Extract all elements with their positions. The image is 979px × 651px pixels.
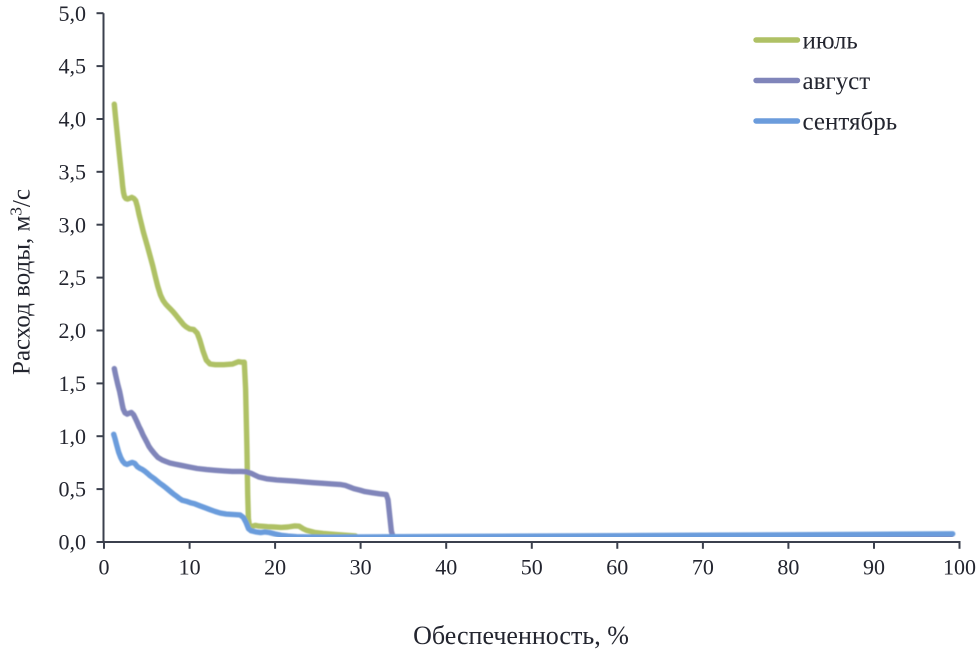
svg-text:1,0: 1,0	[59, 424, 87, 449]
svg-text:5,0: 5,0	[59, 1, 87, 26]
svg-text:4,0: 4,0	[59, 107, 87, 132]
svg-text:Обеспеченность, %: Обеспеченность, %	[413, 621, 629, 650]
svg-text:60: 60	[606, 555, 628, 580]
svg-text:сентябрь: сентябрь	[803, 108, 898, 135]
svg-text:90: 90	[863, 555, 885, 580]
svg-text:0,5: 0,5	[59, 477, 87, 502]
svg-text:50: 50	[521, 555, 543, 580]
svg-text:0,0: 0,0	[59, 530, 87, 555]
svg-text:40: 40	[435, 555, 457, 580]
svg-text:июль: июль	[803, 27, 858, 54]
svg-text:2,0: 2,0	[59, 318, 87, 343]
svg-text:август: август	[803, 68, 871, 95]
svg-text:4,5: 4,5	[59, 54, 87, 79]
svg-text:2,5: 2,5	[59, 265, 87, 290]
svg-text:80: 80	[777, 555, 799, 580]
svg-text:30: 30	[350, 555, 372, 580]
svg-text:20: 20	[264, 555, 286, 580]
svg-text:3,0: 3,0	[59, 212, 87, 237]
svg-text:70: 70	[692, 555, 714, 580]
svg-text:10: 10	[179, 555, 201, 580]
svg-text:100: 100	[943, 555, 976, 580]
svg-text:3,5: 3,5	[59, 159, 87, 184]
svg-text:1,5: 1,5	[59, 371, 87, 396]
svg-text:Расход воды, м3/с: Расход воды, м3/с	[7, 189, 36, 375]
svg-text:0: 0	[99, 555, 110, 580]
